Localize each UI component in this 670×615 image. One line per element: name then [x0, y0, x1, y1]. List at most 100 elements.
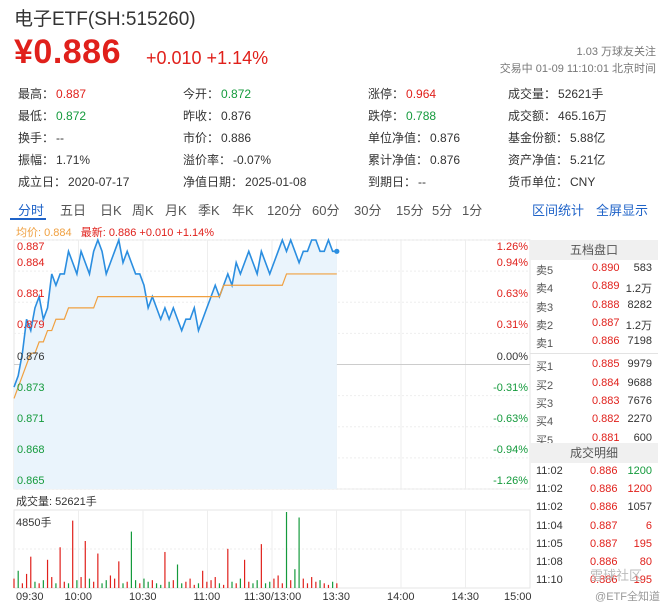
order-volume: 1.2万 [625, 283, 652, 296]
stat-cell: 最高： 0.887 [18, 85, 86, 102]
order-price: 0.888 [592, 298, 620, 311]
order-book: 五档盘口 卖5 0.890 583 卖4 0.889 1.2万 卖3 0.888 8282 卖2 0… [530, 240, 658, 448]
volume-plot-frame [13, 509, 531, 589]
order-price: 0.887 [592, 316, 620, 329]
order-row: 买2 0.884 9688 [530, 375, 658, 393]
order-volume: 9688 [627, 376, 652, 389]
trade-volume: 195 [633, 574, 652, 587]
y-price-tick: 0.876 [17, 350, 45, 363]
x-tick: 10:30 [129, 591, 157, 603]
tab-0[interactable]: 分时 [18, 203, 45, 218]
stat-cell: 换手： -- [18, 129, 64, 146]
stat-cell: 涨停： 0.964 [368, 85, 436, 102]
chart-period-tabs: 分时 五日 日K 周K 月K 季K 年K 120分 60分 30分 15分 5分 1分 区间统计 全屏显示 [10, 196, 660, 222]
stat-cell: 溢价率： -0.07% [183, 151, 271, 168]
order-level: 买2 [536, 379, 554, 392]
stat-cell: 到期日： -- [368, 173, 426, 190]
stat-cell: 累计净值： 0.876 [368, 151, 460, 168]
current-price: ¥0.886 [14, 33, 121, 71]
followers-count[interactable]: 1.03 万球友关注 [576, 46, 656, 58]
tab-7[interactable]: 120分 [267, 203, 302, 218]
stat-key: 资产净值： [508, 153, 569, 167]
x-tick: 09:30 [16, 591, 44, 603]
tab-4[interactable]: 月K [165, 203, 187, 218]
trade-row: 11:04 0.887 6 [530, 518, 658, 536]
y-pct-tick: 0.94% [496, 257, 528, 270]
x-tick: 10:00 [64, 591, 93, 603]
sell-orders: 卖5 0.890 583 卖4 0.889 1.2万 卖3 0.888 8282 卖2 0.887 1… [530, 260, 658, 351]
price-change: +0.010 +1.14% [146, 48, 269, 68]
stats-row: 成立日： 2020-07-17 净值日期： 2025-01-08 到期日： -- 货币单位：… [18, 173, 668, 195]
volume-max-label: 4850手 [16, 517, 52, 529]
latest-price-dot [334, 248, 340, 254]
tab-1[interactable]: 五日 [60, 203, 87, 218]
order-level: 买1 [536, 361, 554, 374]
avg-price-legend: 均价: 0.884 [16, 227, 72, 239]
order-price: 0.890 [592, 262, 620, 274]
stats-row: 最高： 0.887 今开： 0.872 涨停： 0.964 成交量： 52621手 [18, 85, 668, 107]
tab-3[interactable]: 周K [132, 203, 154, 218]
price-line [13, 237, 337, 388]
stat-key: 溢价率： [183, 153, 232, 167]
stat-cell: 昨收： 0.876 [183, 107, 251, 124]
stat-key: 最低： [18, 109, 55, 123]
stat-value: 1.71% [56, 153, 91, 167]
stat-value: 0.872 [56, 109, 87, 123]
tab-12[interactable]: 1分 [462, 203, 483, 218]
stat-cell: 今开： 0.872 [183, 85, 251, 102]
y-price-tick: 0.887 [17, 241, 45, 253]
stat-key: 市价： [183, 131, 220, 145]
order-book-title: 五档盘口 [530, 240, 658, 260]
order-volume: 7676 [627, 395, 652, 408]
avg-price-line [13, 273, 337, 399]
order-book-divider [530, 353, 658, 355]
y-pct-tick: 0.31% [496, 319, 528, 332]
order-volume: 1.2万 [625, 319, 652, 332]
stat-key: 单位净值： [368, 131, 429, 145]
y-pct-tick: 1.26% [496, 241, 528, 253]
quote-header: 电子ETF(SH:515260) ¥0.886 +0.010 +1.14% 1.… [0, 0, 670, 80]
trade-time: 11:08 [536, 555, 563, 568]
stat-value: 465.16万 [558, 109, 607, 123]
y-pct-tick: -0.31% [493, 381, 528, 394]
order-level: 卖5 [536, 265, 554, 277]
stat-value: 0.886 [221, 131, 252, 145]
stat-key: 今开： [183, 87, 220, 101]
stat-value: 0.876 [430, 131, 461, 145]
y-price-tick: 0.884 [17, 257, 45, 270]
trade-time: 11:04 [536, 519, 563, 532]
stat-cell: 单位净值： 0.876 [368, 129, 460, 146]
fund-title: 电子ETF(SH:515260) [14, 9, 196, 30]
order-price: 0.883 [592, 395, 620, 408]
x-tick: 15:00 [504, 591, 532, 603]
chart-legend: 均价: 0.884 最新: 0.886 +0.010 +1.14% [16, 224, 214, 240]
tab-11[interactable]: 5分 [432, 203, 453, 218]
stat-cell: 振幅： 1.71% [18, 151, 90, 168]
tab-6[interactable]: 年K [232, 203, 254, 218]
stat-value: 0.887 [56, 87, 87, 101]
stat-cell: 基金份额： 5.88亿 [508, 129, 605, 146]
trade-row: 11:02 0.886 1057 [530, 499, 658, 517]
stats-row: 换手： -- 市价： 0.886 单位净值： 0.876 基金份额： 5.88亿 [18, 129, 668, 151]
fullscreen-link[interactable]: 全屏显示 [596, 203, 649, 218]
tab-9[interactable]: 30分 [354, 203, 382, 218]
stat-cell: 跌停： 0.788 [368, 107, 436, 124]
tab-2[interactable]: 日K [100, 203, 122, 218]
range-stats-link[interactable]: 区间统计 [532, 203, 585, 218]
tab-8[interactable]: 60分 [312, 203, 340, 218]
trade-time: 11:02 [536, 501, 563, 514]
tab-5[interactable]: 季K [198, 203, 220, 218]
order-volume: 8282 [627, 298, 652, 311]
order-price: 0.884 [592, 376, 620, 389]
order-row: 卖3 0.888 8282 [530, 297, 658, 315]
stat-key: 涨停： [368, 87, 405, 101]
stat-value: 2020-07-17 [68, 175, 130, 189]
trade-price: 0.887 [590, 537, 618, 550]
y-pct-tick: -0.94% [493, 443, 528, 456]
stat-value: 52621手 [558, 87, 604, 101]
trade-volume: 1057 [627, 501, 652, 514]
tab-10[interactable]: 15分 [396, 203, 424, 218]
stat-value: 0.876 [221, 109, 252, 123]
trade-volume: 195 [633, 537, 652, 550]
stat-value: 5.88亿 [570, 131, 606, 145]
